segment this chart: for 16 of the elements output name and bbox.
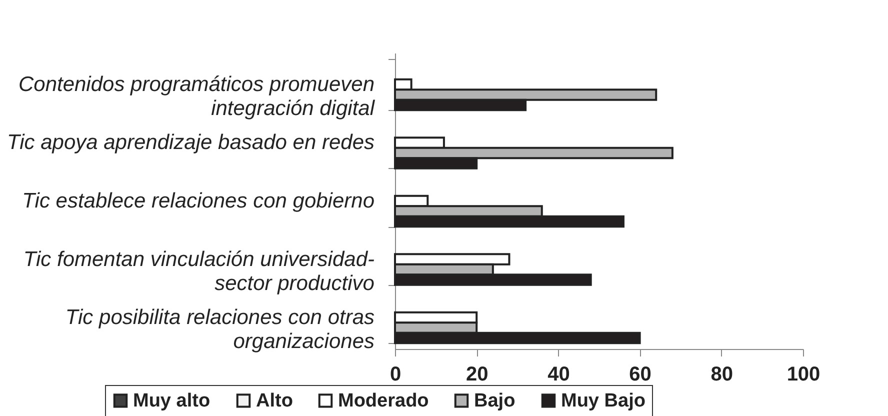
legend-label: Moderado — [338, 390, 429, 412]
x-tick-label: 100 — [786, 364, 820, 386]
x-tick-label: 60 — [629, 364, 652, 386]
legend-label: Muy alto — [133, 390, 210, 412]
y-tick-label: Tic posibilita relaciones con otras organizaciones — [65, 306, 375, 354]
x-tick-label: 40 — [548, 364, 570, 386]
y-tick-label: Tic apoya aprendizaje basado en redes — [6, 131, 375, 154]
legend-label: Alto — [256, 390, 293, 412]
y-tick-label: Contenidos programáticos promueven integración digital — [18, 72, 376, 120]
x-tick-label: 0 — [390, 364, 402, 386]
x-tick-label: 80 — [710, 364, 734, 386]
y-tick-label: Tic fomentan vinculación universidad-sector productivo — [23, 248, 375, 295]
legend-label: Muy Bajo — [561, 390, 646, 412]
legend-label: Bajo — [474, 390, 516, 412]
x-tick-label: 20 — [466, 364, 488, 386]
y-tick-label: Tic establece relaciones con gobierno — [22, 190, 375, 212]
